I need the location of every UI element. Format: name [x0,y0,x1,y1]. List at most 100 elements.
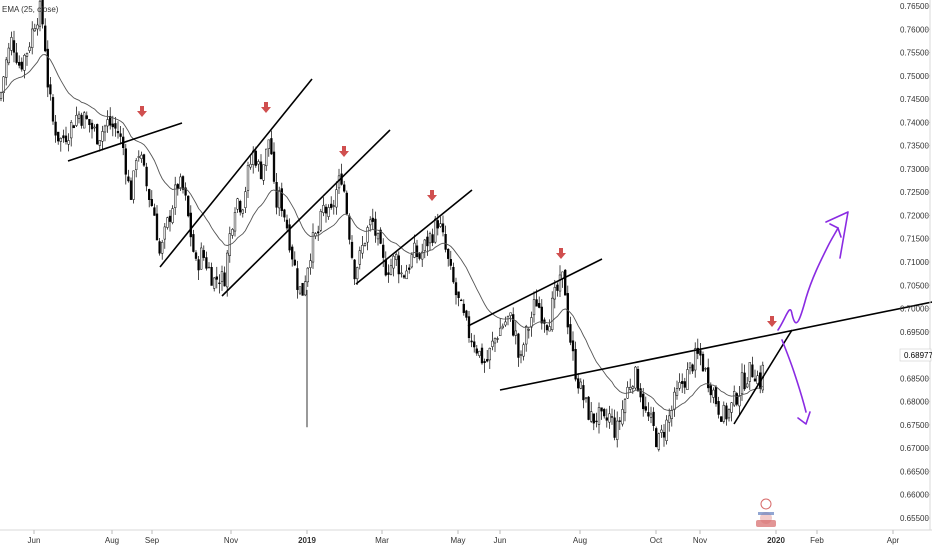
bearish-projection-path[interactable] [781,339,807,413]
candle-body [283,209,286,218]
candle-body [132,170,135,200]
candle-body [80,114,83,126]
candle-body [501,325,504,329]
trendline-1[interactable] [67,122,183,162]
candle-body [556,284,559,291]
candle-body [10,37,13,51]
candle-body [213,277,216,289]
candle-body [642,393,645,410]
candle-body [616,420,619,440]
candle-body [673,391,676,410]
candle-body [608,413,611,423]
candle-body [163,226,166,240]
candle-body [205,257,208,269]
candle-body [145,166,148,187]
y-tick-label: 0.71000 [900,258,929,267]
x-tick-label: Jun [494,536,507,545]
candle-body [514,330,517,336]
neckline-trendline[interactable] [499,301,932,391]
sell-arrow-marker [137,106,147,117]
candle-body [262,164,265,181]
candle-body [527,329,530,331]
candle-body [457,291,460,299]
candle-body [467,316,471,339]
candle-body [613,417,616,438]
y-axis[interactable]: 0.76500 0.76000 0.75500 0.75000 0.74500 0.740… [900,2,930,523]
candle-body [101,131,104,142]
trendline-4[interactable] [355,189,473,285]
candlestick-series [0,0,764,452]
candle-body [569,324,572,343]
candle-body [574,349,577,380]
candle-body [590,411,593,422]
candle-body [267,139,270,149]
watermark-logo [756,498,776,527]
candle-body [707,367,710,389]
candle-body [278,190,281,209]
candle-body [753,378,757,382]
trendline-2[interactable] [159,78,313,268]
candle-body [210,267,213,286]
candle-body [2,76,5,93]
y-tick-label: 0.68500 [900,374,929,383]
x-axis[interactable]: Jun Aug Sep Nov 2019 Mar May Jun Aug Oct Nov 2020 Fe… [28,530,900,545]
candle-body [701,353,705,372]
candle-body [293,259,296,266]
trendline-annotations[interactable] [67,78,932,425]
candle-body [15,52,18,63]
candle-body [603,409,606,417]
candle-body [220,271,224,282]
candle-body [722,404,725,422]
candle-body [88,118,91,126]
candle-body [374,218,377,236]
candle-body [223,272,226,287]
sell-arrow-marker [556,248,566,259]
candle-body [124,148,127,175]
candle-body [168,215,172,222]
candle-body [280,188,283,211]
trendline-5[interactable] [467,258,603,327]
x-tick-label: Nov [224,536,238,545]
y-tick-label: 0.75000 [900,72,929,81]
candle-body [428,233,432,244]
candle-body [249,163,252,168]
candle-body [33,28,36,32]
x-tick-label: May [450,536,465,545]
candle-body [319,210,322,231]
candle-body [714,386,718,405]
y-tick-label: 0.67500 [900,421,929,430]
candle-body [509,312,512,316]
candle-body [244,191,247,208]
candle-body [150,199,153,206]
candle-body [447,248,450,259]
candle-body [332,205,335,207]
candle-body [215,276,218,280]
candle-body [301,282,304,296]
candle-body [327,207,330,217]
candle-body [358,250,361,265]
candle-body [665,419,668,441]
candle-body [12,40,16,53]
candle-body [366,227,369,243]
candle-body [712,389,715,398]
candle-body [670,410,673,419]
candle-body [548,326,551,332]
trendline-3[interactable] [221,129,391,297]
candle-body [597,407,601,425]
candle-body [231,229,234,236]
candle-body [678,382,681,389]
candle-body [748,362,751,382]
candle-body [694,348,697,371]
candle-body [181,176,185,190]
bullish-projection-arrowhead-a [829,223,842,238]
candle-body [647,412,650,417]
candle-body [444,233,447,250]
bullish-projection-path[interactable] [777,227,839,331]
trendline-rising[interactable] [733,329,793,425]
projection-paths[interactable] [777,211,849,425]
candle-body [584,397,588,399]
candle-body [530,317,533,328]
candle-body [41,0,44,25]
candle-body [306,267,309,283]
